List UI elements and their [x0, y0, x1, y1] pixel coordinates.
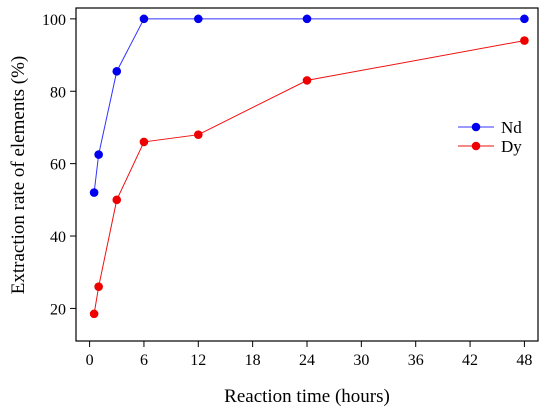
x-tick-label: 0 [86, 352, 94, 369]
x-tick-label: 6 [140, 352, 148, 369]
legend-label-dy: Dy [501, 137, 522, 156]
x-tick-label: 42 [462, 352, 478, 369]
y-tick-label: 100 [42, 12, 66, 29]
x-tick-label: 18 [245, 352, 261, 369]
data-point-dy [302, 76, 312, 85]
legend-label-nd: Nd [501, 118, 522, 137]
x-tick-label: 48 [516, 352, 532, 369]
x-axis-ticks: 0 6 12 18 24 30 36 42 48 [86, 341, 532, 369]
legend: Nd Dy [458, 118, 522, 156]
data-point-nd [520, 14, 529, 24]
data-point-nd [89, 188, 99, 197]
data-point-nd [112, 67, 122, 76]
data-point-nd [193, 14, 203, 24]
data-point-dy [94, 282, 103, 292]
y-tick-label: 40 [50, 229, 66, 246]
data-point-nd [139, 14, 149, 24]
plot-frame [75, 7, 539, 342]
data-point-dy [112, 195, 122, 205]
y-axis-title: Extraction rate of elements (%) [8, 56, 29, 294]
y-tick-label: 60 [50, 157, 66, 174]
y-tick-label: 20 [50, 301, 66, 318]
data-point-dy [193, 130, 203, 139]
data-point-dy [139, 137, 149, 147]
legend-marker-nd [471, 122, 481, 132]
legend-marker-dy [471, 141, 481, 151]
data-point-nd [94, 150, 103, 159]
y-axis-ticks: 20 40 60 80 100 [42, 12, 76, 318]
series-layer [89, 14, 529, 319]
data-point-dy [520, 36, 529, 45]
x-tick-label: 24 [299, 352, 315, 369]
x-tick-label: 12 [190, 352, 206, 369]
data-point-dy [89, 309, 99, 319]
x-axis-title: Reaction time (hours) [224, 386, 390, 407]
x-tick-label: 30 [353, 352, 369, 369]
y-tick-label: 80 [50, 84, 66, 101]
series-line-nd [93, 18, 525, 193]
data-point-nd [302, 14, 312, 24]
x-tick-label: 36 [408, 352, 424, 369]
